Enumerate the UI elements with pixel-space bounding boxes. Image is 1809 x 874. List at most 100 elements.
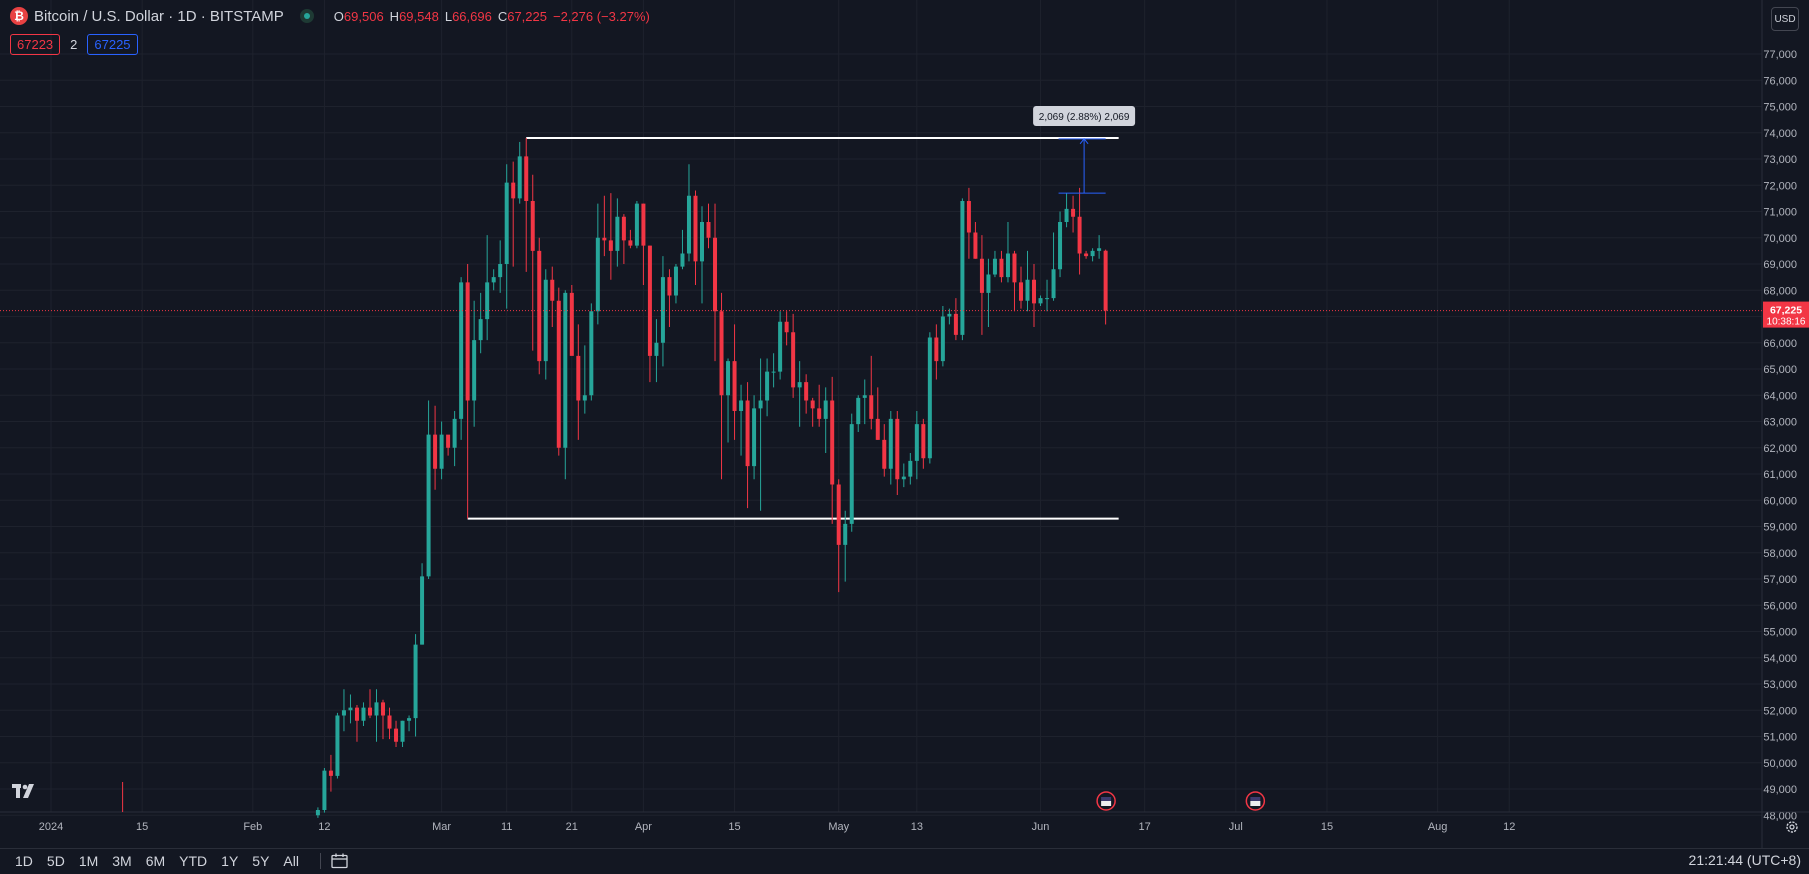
candle[interactable]	[706, 222, 711, 238]
candle[interactable]	[1012, 253, 1017, 283]
candle[interactable]	[1045, 298, 1050, 300]
candle[interactable]	[387, 715, 392, 729]
candle[interactable]	[960, 201, 965, 335]
sell-price-button[interactable]: 67223	[10, 34, 61, 55]
candle[interactable]	[966, 201, 971, 233]
range-button-3m[interactable]: 3M	[112, 853, 132, 869]
candle[interactable]	[908, 460, 913, 477]
candle[interactable]	[804, 382, 809, 401]
candle[interactable]	[367, 707, 372, 716]
candle[interactable]	[875, 418, 880, 440]
candle[interactable]	[439, 434, 444, 469]
candle[interactable]	[641, 203, 646, 246]
candle[interactable]	[1084, 253, 1089, 257]
candle[interactable]	[726, 361, 731, 396]
candle[interactable]	[849, 424, 854, 524]
candle[interactable]	[940, 316, 945, 362]
candle[interactable]	[589, 311, 594, 396]
candle[interactable]	[446, 434, 451, 448]
candle[interactable]	[660, 277, 665, 343]
buy-price-button[interactable]: 67225	[87, 34, 138, 55]
candle[interactable]	[797, 382, 802, 388]
candle[interactable]	[348, 707, 353, 711]
candle[interactable]	[634, 203, 639, 246]
candle[interactable]	[550, 279, 555, 301]
candle[interactable]	[413, 644, 418, 719]
candle[interactable]	[1071, 208, 1076, 217]
range-button-1m[interactable]: 1M	[78, 853, 99, 869]
candle[interactable]	[765, 371, 770, 401]
candle[interactable]	[986, 274, 991, 293]
candle[interactable]	[315, 810, 320, 816]
candle[interactable]	[1005, 253, 1010, 278]
candle[interactable]	[537, 250, 542, 362]
candle[interactable]	[543, 279, 548, 362]
candle[interactable]	[1077, 216, 1082, 254]
candle[interactable]	[810, 400, 815, 409]
candle[interactable]	[407, 718, 412, 721]
candle[interactable]	[595, 237, 600, 312]
candle[interactable]	[1058, 222, 1063, 270]
candle[interactable]	[426, 434, 431, 577]
candle[interactable]	[335, 715, 340, 776]
candle[interactable]	[1018, 282, 1023, 301]
candle[interactable]	[823, 400, 828, 419]
candle[interactable]	[569, 292, 574, 356]
candle[interactable]	[836, 484, 841, 545]
candle[interactable]	[700, 222, 704, 262]
candle[interactable]	[778, 321, 783, 372]
candle[interactable]	[914, 424, 919, 461]
gear-icon[interactable]	[1785, 820, 1799, 839]
candle[interactable]	[322, 770, 327, 810]
candle[interactable]	[856, 397, 861, 425]
candle[interactable]	[517, 156, 522, 199]
candle[interactable]	[758, 400, 763, 409]
range-button-ytd[interactable]: YTD	[179, 853, 208, 869]
candle[interactable]	[901, 476, 906, 480]
candle[interactable]	[843, 523, 848, 545]
candle[interactable]	[621, 216, 626, 241]
candle[interactable]	[817, 408, 822, 419]
candle[interactable]	[888, 418, 893, 469]
candle[interactable]	[771, 371, 776, 373]
candle[interactable]	[739, 400, 744, 412]
candle[interactable]	[947, 313, 952, 317]
candle[interactable]	[374, 702, 379, 716]
candle[interactable]	[1064, 208, 1069, 222]
candle[interactable]	[381, 702, 386, 716]
candle[interactable]	[1051, 269, 1056, 299]
candle[interactable]	[992, 258, 997, 275]
candle[interactable]	[680, 253, 685, 267]
candle[interactable]	[1090, 250, 1095, 257]
candle[interactable]	[882, 439, 887, 469]
candle[interactable]	[420, 576, 425, 645]
candle[interactable]	[472, 340, 477, 401]
candle[interactable]	[927, 337, 932, 459]
candle[interactable]	[608, 240, 613, 251]
range-button-6m[interactable]: 6M	[145, 853, 166, 869]
candle[interactable]	[1032, 279, 1037, 304]
candle[interactable]	[869, 395, 874, 419]
candle[interactable]	[433, 434, 438, 469]
range-button-all[interactable]: All	[283, 853, 299, 869]
candle[interactable]	[478, 319, 483, 341]
range-button-1y[interactable]: 1Y	[221, 853, 239, 869]
candle[interactable]	[491, 277, 496, 283]
candle[interactable]	[732, 361, 737, 411]
symbol-title[interactable]: Bitcoin / U.S. Dollar · 1D · BITSTAMP	[34, 7, 284, 25]
candle[interactable]	[498, 264, 503, 278]
candle[interactable]	[673, 266, 678, 296]
range-button-5y[interactable]: 5Y	[252, 853, 270, 869]
candle[interactable]	[830, 400, 835, 485]
candle[interactable]	[400, 720, 405, 742]
candle[interactable]	[576, 355, 581, 401]
candle[interactable]	[504, 182, 509, 264]
candle[interactable]	[615, 216, 620, 251]
candle[interactable]	[784, 321, 789, 333]
candle[interactable]	[979, 258, 984, 293]
candle[interactable]	[1025, 279, 1030, 301]
candle[interactable]	[719, 311, 724, 396]
candle[interactable]	[1103, 250, 1108, 311]
candle[interactable]	[713, 237, 718, 312]
candle[interactable]	[862, 395, 867, 398]
